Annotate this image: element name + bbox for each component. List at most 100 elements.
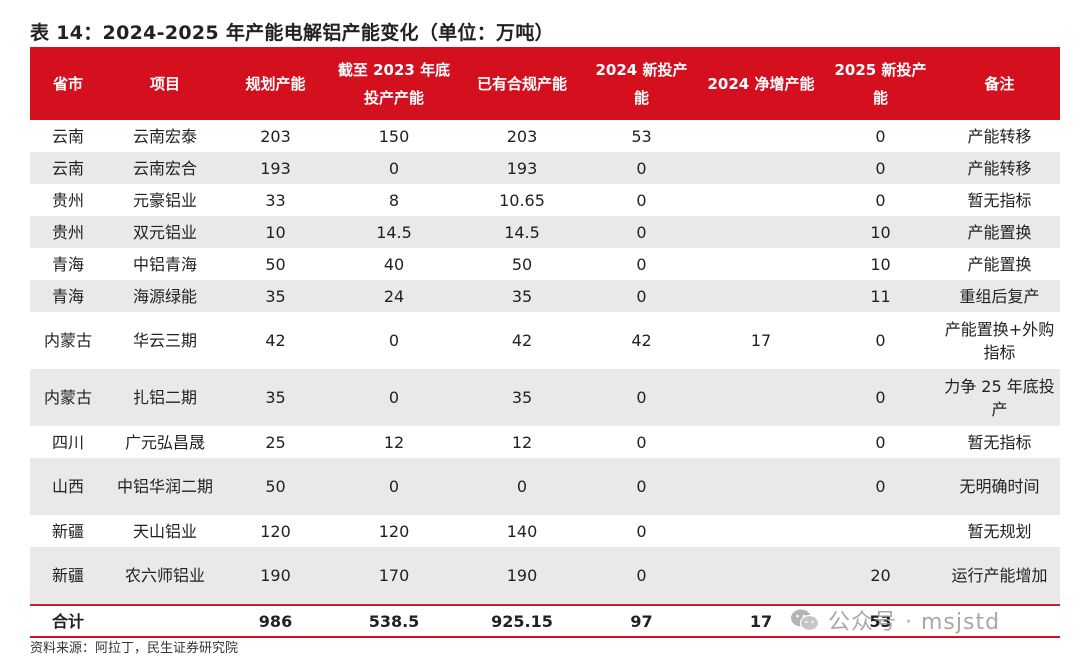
watermark: 公众号 · msjstd bbox=[790, 604, 1000, 636]
cell-project: 海源绿能 bbox=[106, 280, 224, 312]
cell-end2023: 0 bbox=[327, 458, 461, 515]
total-row: 合计 986 538.5 925.15 97 17 53 bbox=[30, 605, 1060, 638]
cell-project: 天山铝业 bbox=[132, 521, 197, 541]
table-row: 新疆 农六师铝业 190 170 190 0 20 运行产能增加 bbox=[30, 547, 1060, 606]
cell-planned: 50 bbox=[265, 254, 286, 274]
cell-net2024 bbox=[700, 458, 822, 515]
table-row: 云南 云南宏泰 203 150 203 53 0 产能转移 bbox=[30, 120, 1060, 152]
cell-planned: 10 bbox=[224, 216, 327, 248]
cell-planned: 203 bbox=[260, 126, 291, 146]
cell-net2024 bbox=[700, 184, 822, 216]
cell-province: 青海 bbox=[51, 254, 84, 274]
cell-end2023: 0 bbox=[388, 331, 400, 350]
cell-new2024: 0 bbox=[636, 521, 647, 541]
total-note bbox=[939, 605, 1060, 638]
wechat-icon bbox=[791, 609, 820, 632]
cell-net2024 bbox=[700, 547, 822, 606]
total-label: 合计 bbox=[30, 605, 106, 638]
cell-net2024 bbox=[700, 216, 822, 248]
total-compliant: 925.15 bbox=[461, 605, 583, 638]
cell-new2025: 20 bbox=[822, 547, 939, 606]
cell-note: 力争 25 年底投产 bbox=[939, 369, 1060, 426]
cell-province: 内蒙古 bbox=[43, 331, 92, 350]
cell-province: 新疆 bbox=[51, 521, 84, 541]
cell-province: 新疆 bbox=[30, 547, 106, 606]
cell-project: 中铝青海 bbox=[132, 254, 197, 274]
cell-compliant: 193 bbox=[461, 152, 583, 184]
header-compliant: 已有合规产能 bbox=[461, 47, 583, 120]
cell-end2023: 0 bbox=[327, 152, 461, 184]
cell-new2024: 0 bbox=[583, 216, 700, 248]
cell-note: 运行产能增加 bbox=[939, 547, 1060, 606]
cell-project: 云南宏泰 bbox=[132, 126, 197, 146]
header-province: 省市 bbox=[30, 47, 106, 120]
cell-new2024: 0 bbox=[636, 190, 647, 210]
cell-province: 贵州 bbox=[51, 190, 84, 210]
cell-planned: 50 bbox=[224, 458, 327, 515]
cell-planned: 42 bbox=[265, 331, 286, 350]
cell-new2024: 0 bbox=[583, 547, 700, 606]
cell-new2024: 0 bbox=[636, 432, 647, 452]
cell-compliant: 35 bbox=[461, 369, 583, 426]
cell-note: 暂无规划 bbox=[967, 521, 1032, 541]
cell-compliant: 140 bbox=[506, 521, 538, 541]
header-project: 项目 bbox=[106, 47, 224, 120]
cell-end2023: 120 bbox=[378, 521, 410, 541]
cell-note: 重组后复产 bbox=[939, 280, 1060, 312]
cell-province: 内蒙古 bbox=[30, 369, 106, 426]
cell-project: 元豪铝业 bbox=[132, 190, 197, 210]
total-planned: 986 bbox=[224, 605, 327, 638]
source-note: 资料来源：阿拉丁，民生证券研究院 bbox=[30, 641, 239, 656]
cell-new2024: 0 bbox=[583, 458, 700, 515]
header-note: 备注 bbox=[939, 47, 1060, 120]
cell-planned: 35 bbox=[224, 280, 327, 312]
cell-project: 农六师铝业 bbox=[106, 547, 224, 606]
cell-new2024: 53 bbox=[631, 126, 652, 146]
cell-project: 云南宏合 bbox=[106, 152, 224, 184]
cell-compliant: 42 bbox=[511, 331, 533, 350]
header-net2024: 2024 净增产能 bbox=[700, 47, 822, 120]
cell-net2024 bbox=[700, 248, 822, 280]
header-new2024: 2024 新投产能 bbox=[583, 47, 700, 120]
cell-new2024: 0 bbox=[583, 369, 700, 426]
cell-new2025: 0 bbox=[875, 331, 886, 350]
cell-new2025: 11 bbox=[822, 280, 939, 312]
cell-planned: 120 bbox=[260, 521, 291, 541]
cell-compliant: 203 bbox=[506, 126, 538, 146]
cell-new2024: 0 bbox=[583, 152, 700, 184]
cell-net2024 bbox=[700, 426, 822, 458]
cell-planned: 33 bbox=[265, 190, 286, 210]
cell-new2025: 0 bbox=[822, 458, 939, 515]
table-row: 贵州 双元铝业 10 14.5 14.5 0 10 产能置换 bbox=[30, 216, 1060, 248]
cell-net2024 bbox=[700, 152, 822, 184]
cell-net2024 bbox=[700, 120, 822, 152]
table-row: 内蒙古 扎铝二期 35 0 35 0 0 力争 25 年底投产 bbox=[30, 369, 1060, 426]
cell-planned: 193 bbox=[224, 152, 327, 184]
cell-compliant: 0 bbox=[461, 458, 583, 515]
cell-project: 中铝华润二期 bbox=[106, 458, 224, 515]
cell-net2024 bbox=[700, 369, 822, 426]
table-row: 四川 广元弘昌晟 25 12 12 0 0 暂无指标 bbox=[30, 426, 1060, 458]
cell-end2023: 0 bbox=[327, 369, 461, 426]
cell-project: 华云三期 bbox=[132, 331, 197, 350]
cell-province: 贵州 bbox=[30, 216, 106, 248]
cell-note: 暂无指标 bbox=[967, 190, 1032, 210]
cell-end2023: 150 bbox=[378, 126, 410, 146]
table-row: 贵州 元豪铝业 33 8 10.65 0 0 暂无指标 bbox=[30, 184, 1060, 216]
cell-new2025: 10 bbox=[822, 216, 939, 248]
cell-end2023: 14.5 bbox=[327, 216, 461, 248]
cell-net2024 bbox=[700, 280, 822, 312]
cell-compliant: 35 bbox=[461, 280, 583, 312]
table-title: 表 14：2024-2025 年产能电解铝产能变化（单位：万吨） bbox=[30, 22, 554, 44]
cell-compliant: 10.65 bbox=[499, 190, 545, 210]
cell-compliant: 50 bbox=[511, 254, 533, 274]
total-new2024: 97 bbox=[583, 605, 700, 638]
cell-note: 产能置换+外购指标 bbox=[944, 319, 1055, 362]
cell-planned: 25 bbox=[265, 432, 286, 452]
watermark-text: 公众号 · msjstd bbox=[828, 610, 1001, 635]
table-row: 新疆 天山铝业 120 120 140 0 暂无规划 bbox=[30, 515, 1060, 547]
total-empty bbox=[106, 605, 224, 638]
cell-project: 双元铝业 bbox=[106, 216, 224, 248]
header-row: 省市 项目 规划产能 截至 2023 年底投产产能 已有合规产能 2024 新投… bbox=[30, 47, 1060, 120]
cell-note: 无明确时间 bbox=[939, 458, 1060, 515]
